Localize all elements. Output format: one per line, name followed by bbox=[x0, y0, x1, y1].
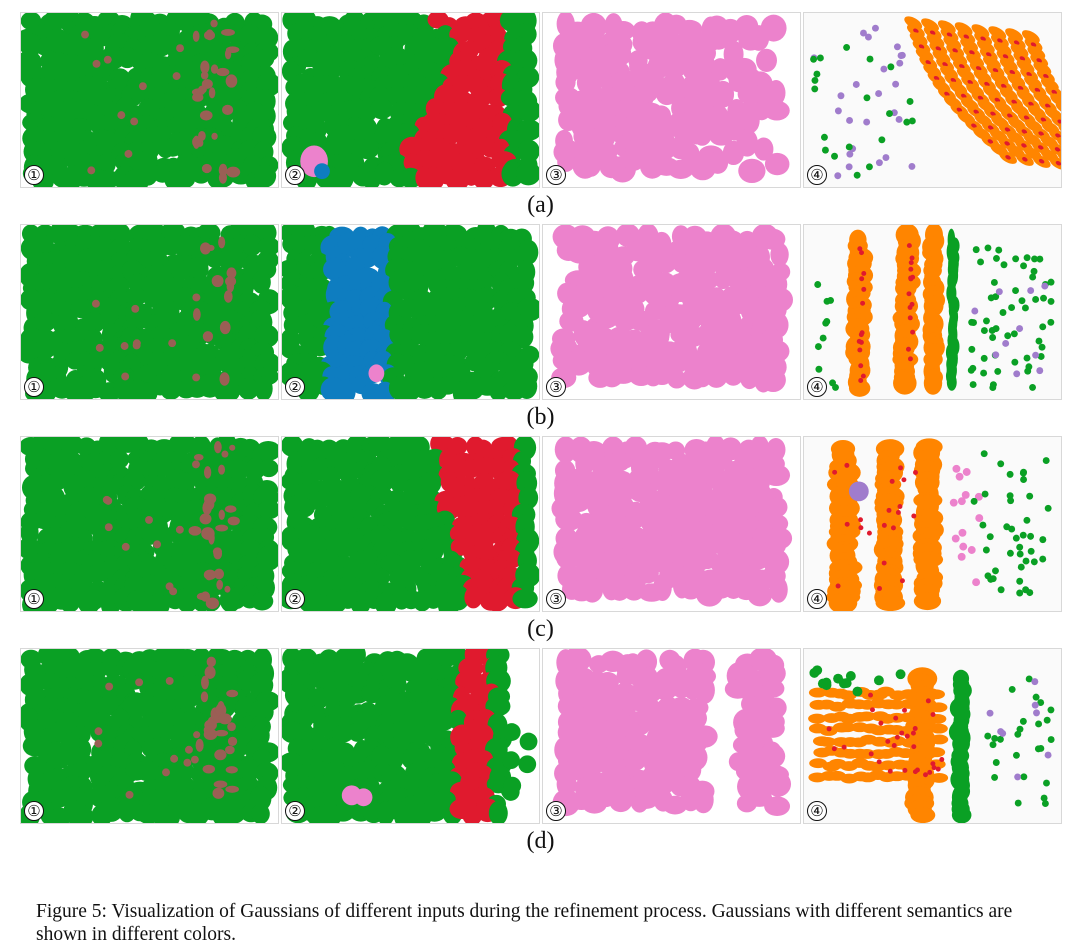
panel-number: ② bbox=[285, 165, 305, 185]
panel-a-3: ③ bbox=[542, 12, 801, 188]
gaussian-plot-a-3 bbox=[552, 13, 790, 184]
gaussian-plot-b-3 bbox=[550, 225, 794, 393]
panel-number: ② bbox=[285, 801, 305, 821]
panel-number: ① bbox=[24, 377, 44, 397]
panel-number: ③ bbox=[546, 377, 566, 397]
figure-row-b: ① ② ③ ④ (b) bbox=[18, 220, 1063, 432]
panel-number: ① bbox=[24, 801, 44, 821]
gaussian-plot-a-1 bbox=[21, 13, 278, 187]
panel-a-1: ① bbox=[20, 12, 279, 188]
panel-number: ④ bbox=[807, 377, 827, 397]
panel-number: ④ bbox=[807, 801, 827, 821]
panel-number: ② bbox=[285, 589, 305, 609]
gaussian-plot-b-4 bbox=[814, 225, 1055, 397]
panel-number: ② bbox=[285, 377, 305, 397]
gaussian-plot-c-2 bbox=[282, 437, 539, 611]
gaussian-plot-d-2 bbox=[282, 649, 538, 823]
panel-number: ④ bbox=[807, 589, 827, 609]
gaussian-plot-d-3 bbox=[552, 649, 792, 817]
panel-number: ④ bbox=[807, 165, 827, 185]
row-label-a: (a) bbox=[527, 192, 554, 218]
panel-number: ③ bbox=[546, 165, 566, 185]
figure-row-c: ① ② ③ ④ (c) bbox=[18, 432, 1063, 644]
panel-number: ③ bbox=[546, 801, 566, 821]
gaussian-plot-a-2 bbox=[282, 13, 539, 187]
panel-a-4: ④ bbox=[803, 12, 1062, 188]
figure-row-d: ① ② ③ ④ (d) bbox=[18, 644, 1063, 856]
row-label-d: (d) bbox=[526, 828, 555, 854]
figure-row-a: ① ② ③ ④ (a) bbox=[18, 8, 1063, 220]
gaussian-plot-d-1 bbox=[21, 649, 278, 823]
panel-d-3: ③ bbox=[542, 648, 801, 824]
panel-c-1: ① bbox=[20, 436, 279, 612]
panel-number: ① bbox=[24, 165, 44, 185]
panel-c-2: ② bbox=[281, 436, 540, 612]
figure-5: ① ② ③ ④ (a) ① ② ③ ④ (b) ① ② ③ ④ (c) ① ② … bbox=[18, 8, 1063, 856]
gaussian-plot-a-4 bbox=[810, 16, 1061, 180]
panel-b-2: ② bbox=[281, 224, 540, 400]
gaussian-plot-b-2 bbox=[282, 225, 539, 399]
panel-b-3: ③ bbox=[542, 224, 801, 400]
row-label-c: (c) bbox=[527, 616, 554, 642]
panel-c-3: ③ bbox=[542, 436, 801, 612]
gaussian-plot-d-4 bbox=[808, 665, 1055, 823]
row-label-b: (b) bbox=[526, 404, 555, 430]
panel-d-4: ④ bbox=[803, 648, 1062, 824]
panel-c-4: ④ bbox=[803, 436, 1062, 612]
gaussian-plot-c-1 bbox=[21, 437, 278, 611]
gaussian-plot-b-1 bbox=[21, 225, 278, 399]
panel-d-2: ② bbox=[281, 648, 540, 824]
panel-d-1: ① bbox=[20, 648, 279, 824]
panel-number: ① bbox=[24, 589, 44, 609]
figure-caption: Figure 5: Visualization of Gaussians of … bbox=[36, 900, 1013, 945]
panel-b-4: ④ bbox=[803, 224, 1062, 400]
panel-a-2: ② bbox=[281, 12, 540, 188]
gaussian-plot-c-4 bbox=[826, 438, 1052, 611]
gaussian-plot-c-3 bbox=[551, 437, 793, 607]
panel-b-1: ① bbox=[20, 224, 279, 400]
panel-number: ③ bbox=[546, 589, 566, 609]
